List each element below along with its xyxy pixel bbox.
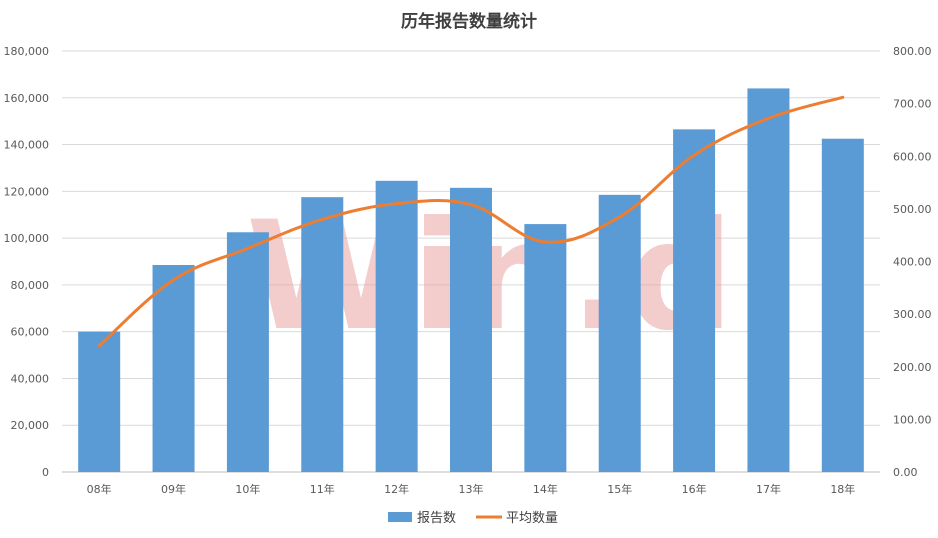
axes: 0 20,000 40,000 60,000 80,000 100,000 120,000 1… <box>4 45 932 496</box>
legend-line-label: 平均数量 <box>506 511 558 526</box>
y-right-tick-label: 800.00 <box>893 45 932 58</box>
y-right-tick-label: 700.00 <box>893 98 932 111</box>
x-tick-label: 11年 <box>310 482 335 496</box>
bar <box>152 265 195 472</box>
x-tick-label: 17年 <box>756 482 781 496</box>
bar <box>375 180 418 472</box>
y-right-tick-label: 0.00 <box>893 466 918 479</box>
x-tick-label: 14年 <box>533 482 558 496</box>
y-left-tick-label: 140,000 <box>4 139 50 152</box>
y-left-tick-label: 40,000 <box>11 372 50 385</box>
y-left-tick-label: 0 <box>42 466 49 479</box>
y-right-tick-label: 500.00 <box>893 203 932 216</box>
x-tick-label: 18年 <box>830 482 855 496</box>
y-left-tick-label: 160,000 <box>4 92 50 105</box>
x-tick-label: 15年 <box>607 482 632 496</box>
x-tick-label: 08年 <box>87 482 112 496</box>
y-left-tick-label: 100,000 <box>4 232 50 245</box>
bar <box>301 197 344 473</box>
x-tick-label: 12年 <box>384 482 409 496</box>
bar <box>78 331 121 472</box>
y-right-tick-label: 600.00 <box>893 150 932 163</box>
y-left-tick-label: 80,000 <box>11 279 50 292</box>
y-left-tick-label: 120,000 <box>4 185 50 198</box>
chart-title: 历年报告数量统计 <box>401 11 537 32</box>
x-tick-label: 10年 <box>235 482 260 496</box>
bar-series <box>78 88 864 473</box>
line-series <box>97 95 845 348</box>
y-right-tick-label: 200.00 <box>893 361 932 374</box>
legend: 报告数 平均数量 <box>388 511 558 526</box>
bar <box>226 232 269 472</box>
legend-bar-swatch <box>388 512 412 522</box>
bar <box>524 224 567 472</box>
y-left-tick-label: 180,000 <box>4 45 50 58</box>
y-right-tick-label: 300.00 <box>893 308 932 321</box>
bar <box>821 138 864 473</box>
bar <box>450 187 492 472</box>
x-tick-label: 09年 <box>161 482 186 496</box>
x-tick-label: 13年 <box>459 482 484 496</box>
bar <box>673 129 716 472</box>
y-left-tick-label: 20,000 <box>11 419 50 432</box>
x-tick-label: 16年 <box>682 482 707 496</box>
legend-bar-label: 报告数 <box>417 511 456 526</box>
y-left-tick-label: 60,000 <box>11 326 50 339</box>
bar <box>598 194 641 472</box>
bar <box>747 88 790 472</box>
y-right-tick-label: 400.00 <box>893 256 932 269</box>
y-right-tick-label: 100.00 <box>893 413 932 426</box>
